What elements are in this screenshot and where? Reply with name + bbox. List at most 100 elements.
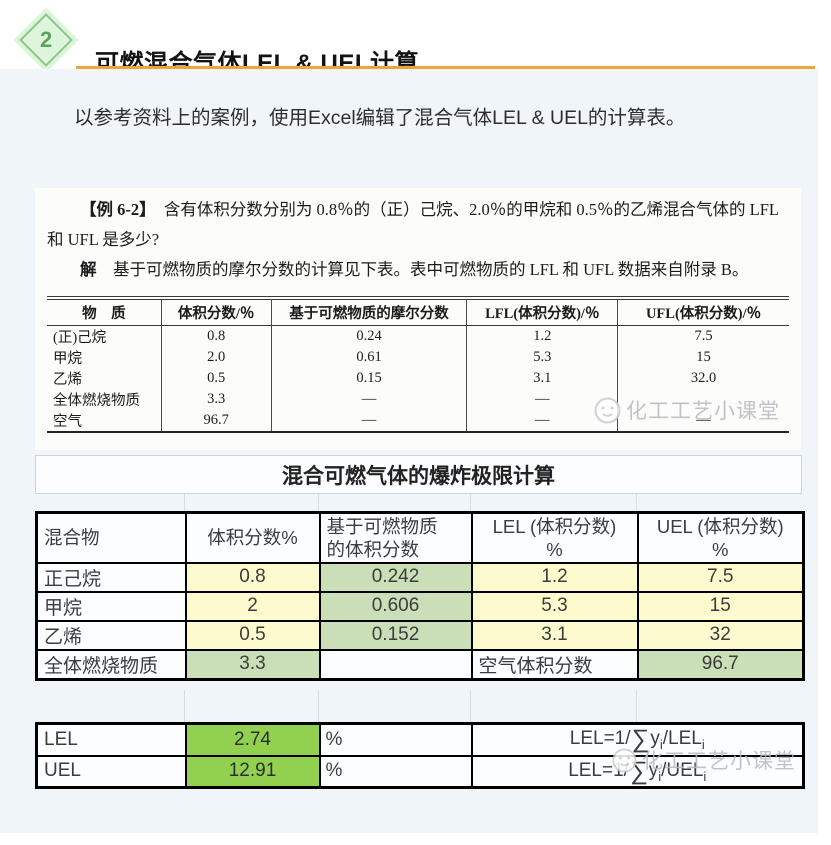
cell: 3.3 [161, 389, 272, 410]
cell: 5.3 [466, 347, 619, 368]
formula-sub: i [659, 737, 663, 753]
gridline [184, 494, 185, 511]
cell-mol: 0.152 [318, 619, 473, 651]
lel-label: LEL [35, 722, 187, 757]
cell: — [271, 389, 468, 410]
cell: 0.5 [161, 368, 272, 389]
cell-uel: 7.5 [636, 561, 805, 593]
scan-header-ufl: UFL(体积分数)/％ [617, 299, 789, 326]
scan-row-methane: 甲烷 2.0 0.61 5.3 15 [47, 347, 789, 368]
cell: 32.0 [690, 370, 717, 386]
excel-header-lel: LEL (体积分数) % [470, 511, 639, 564]
excel-header-fuelfrac: 基于可燃物质 的体积分数 [318, 511, 473, 564]
formula-mid: /LEL [662, 728, 702, 750]
cell: 0.15 [271, 368, 468, 389]
cell-uel: 15 [636, 590, 805, 622]
uel-label: UEL [35, 754, 187, 789]
excel-row-ethylene: 乙烯 0.5 0.152 3.1 32 [35, 619, 805, 651]
scan-header-molfrac: 基于可燃物质的摩尔分数 [271, 299, 468, 326]
cell: 15 [696, 349, 711, 365]
cell-air-label: 空气体积分数 [470, 648, 639, 680]
lel-unit: % [318, 722, 473, 757]
excel-header-mixture: 混合物 [35, 511, 187, 564]
solution-text: 基于可燃物质的摩尔分数的计算见下表。表中可燃物质的 LFL 和 UFL 数据来自… [96, 260, 749, 279]
sigma-symbol: ∑ [631, 725, 650, 754]
uel-value: 12.91 [184, 754, 321, 789]
scan-row-hexane: (正)己烷 0.8 0.24 1.2 7.5 [47, 325, 789, 347]
cell-air-value: 96.7 [636, 648, 805, 680]
excel-header-uel: UEL (体积分数) % [636, 511, 805, 564]
formula-sub: i [701, 737, 705, 753]
cell-lel: 3.1 [470, 619, 639, 651]
cell: 3.1 [466, 368, 619, 389]
formula-mid: /UEL [661, 759, 704, 781]
solution-label: 解 [80, 260, 97, 279]
excel-table-title: 混合可燃气体的爆炸极限计算 [35, 455, 802, 494]
gridline [184, 690, 185, 722]
scan-table: 物 质 体积分数/％ 基于可燃物质的摩尔分数 LFL(体积分数)/％ UFL(体… [47, 296, 789, 433]
scan-header-row: 物 质 体积分数/％ 基于可燃物质的摩尔分数 LFL(体积分数)/％ UFL(体… [47, 299, 789, 326]
cell-uel: 32 [636, 619, 805, 651]
cell-name: 甲烷 [35, 590, 187, 622]
cell-vol: 0.8 [184, 561, 321, 593]
formula-y: y [650, 728, 660, 750]
cell-name: 正己烷 [35, 561, 187, 593]
textbook-scan: 【例 6-2】 含有体积分数分别为 0.8％的（正）己烷、2.0％的甲烷和 0.… [35, 188, 801, 450]
example-label: 【例 6-2】 [80, 200, 148, 219]
cell: (正)己烷 [47, 325, 162, 347]
cell-vol: 2 [184, 590, 321, 622]
spreadsheet-spacer-row [35, 690, 802, 723]
cell: 全体燃烧物质 [47, 389, 162, 410]
lel-value: 2.74 [184, 722, 321, 757]
cell-vol: 0.5 [184, 619, 321, 651]
cell: — [466, 389, 619, 410]
formula-sub: i [658, 768, 662, 784]
cell: 甲烷 [47, 347, 162, 368]
gridline [470, 494, 471, 511]
cell-total-vol: 3.3 [184, 648, 321, 680]
cell: 0.61 [271, 347, 468, 368]
formula-sub: i [703, 768, 707, 784]
cell [618, 389, 789, 410]
gridline [318, 494, 319, 511]
cell: — [271, 410, 468, 432]
scan-row-ethylene: 乙烯 0.5 0.15 3.1 32.0 [47, 368, 789, 389]
uel-unit: % [318, 754, 473, 789]
cell: — [466, 410, 619, 432]
gridline [318, 690, 319, 722]
scan-row-air: 空气 96.7 — — — [47, 410, 789, 432]
cell-mol: 0.242 [318, 561, 473, 593]
example-text: 含有体积分数分别为 0.8％的（正）己烷、2.0％的甲烷和 0.5％的乙烯混合气… [47, 200, 779, 249]
excel-row-methane: 甲烷 2 0.606 5.3 15 [35, 590, 805, 622]
cell: 空气 [47, 410, 162, 432]
cell: 7.5 [694, 328, 713, 344]
intro-paragraph: 以参考资料上的案例，使用Excel编辑了混合气体LEL & UEL的计算表。 [74, 107, 686, 129]
spreadsheet-spacer-row [35, 494, 802, 511]
section-number: 2 [39, 27, 53, 52]
article-body: 以参考资料上的案例，使用Excel编辑了混合气体LEL & UEL的计算表。 【… [0, 69, 818, 833]
cell-lel: 5.3 [470, 590, 639, 622]
formula-pre: LEL=1/ [568, 759, 629, 781]
section-number-badge: 2 [13, 7, 79, 73]
excel-row-hexane: 正己烷 0.8 0.242 1.2 7.5 [35, 561, 805, 593]
cell: 2.0 [161, 347, 272, 368]
cell: 0.24 [271, 325, 468, 347]
excel-row-total: 全体燃烧物质 3.3 空气体积分数 96.7 [35, 648, 805, 680]
scan-header-volfrac: 体积分数/％ [161, 299, 272, 326]
title-underline [76, 66, 815, 69]
cell: 1.2 [466, 325, 619, 347]
scan-row-total: 全体燃烧物质 3.3 — — [47, 389, 789, 410]
solution-paragraph: 解 基于可燃物质的摩尔分数的计算见下表。表中可燃物质的 LFL 和 UFL 数据… [47, 255, 789, 285]
cell-total-label: 全体燃烧物质 [35, 648, 187, 680]
excel-header-volfrac: 体积分数% [184, 511, 321, 564]
cell-lel: 1.2 [470, 561, 639, 593]
uel-formula: LEL=1/∑yi/UELi [470, 754, 805, 789]
excel-row-uel-result: UEL 12.91 % LEL=1/∑yi/UELi [35, 754, 805, 789]
gridline [636, 494, 637, 511]
cell-empty [318, 648, 473, 680]
cell: 96.7 [161, 410, 272, 432]
scan-header-substance: 物 质 [47, 299, 162, 326]
formula-y: y [648, 759, 659, 781]
cell-name: 乙烯 [35, 619, 187, 651]
excel-main-table: 混合物 体积分数% 基于可燃物质 的体积分数 LEL (体积分数) % UEL … [35, 511, 805, 681]
